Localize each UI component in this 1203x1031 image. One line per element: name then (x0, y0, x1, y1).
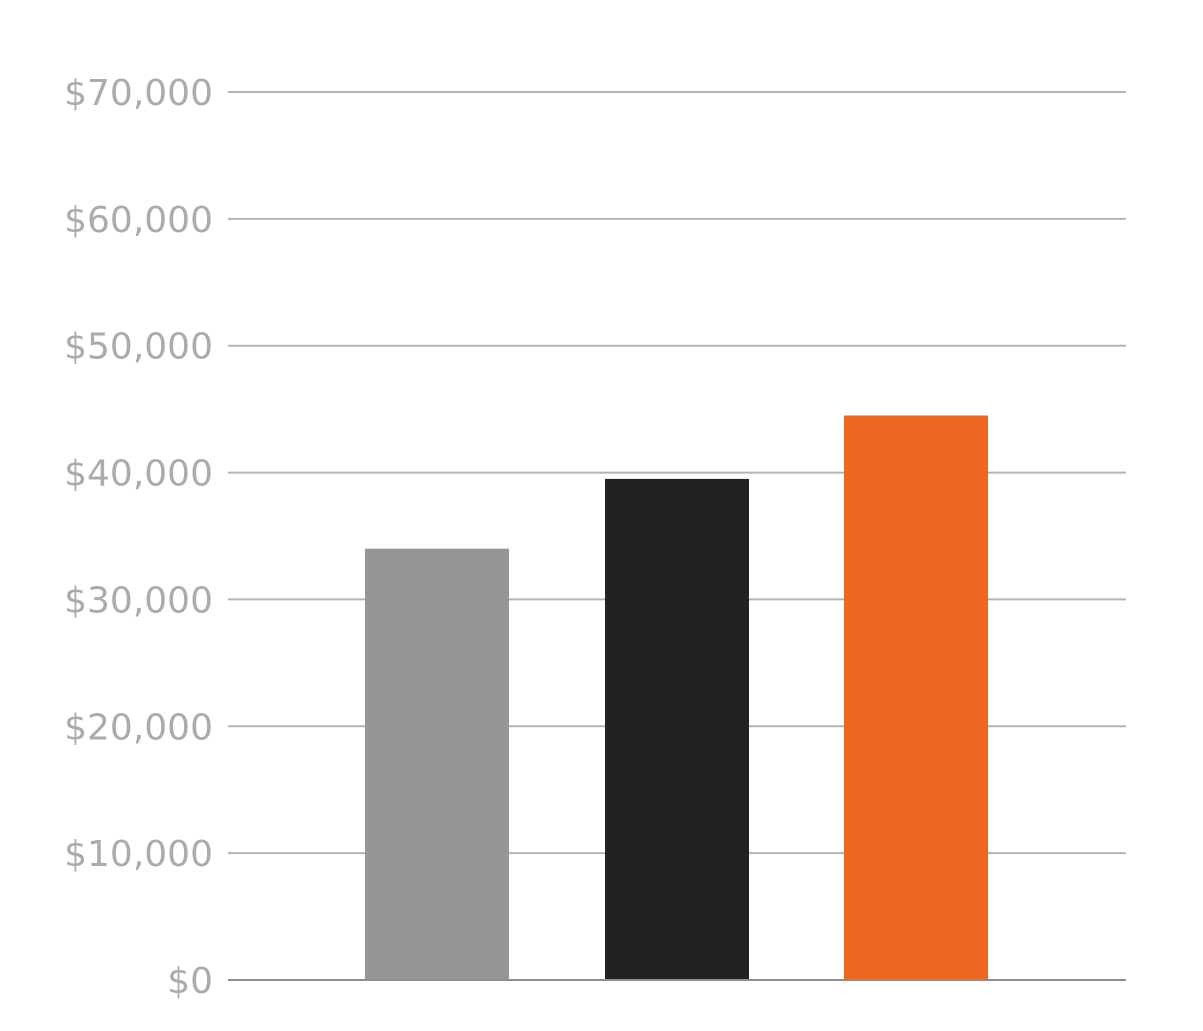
y-axis-tick-labels: $0 $10,000 $20,000 $30,000 $40,000 $50,000 $60… (64, 73, 213, 1002)
bar-2 (605, 478, 749, 980)
bar-1 (365, 548, 509, 980)
y-tick-label: $0 (167, 961, 213, 1002)
y-tick-label: $60,000 (64, 200, 213, 241)
y-tick-label: $40,000 (64, 454, 213, 495)
y-tick-label: $70,000 (64, 73, 213, 114)
bar-3 (844, 415, 988, 980)
bars (365, 415, 988, 980)
y-tick-label: $10,000 (64, 834, 213, 875)
y-tick-label: $20,000 (64, 707, 213, 748)
y-tick-label: $30,000 (64, 580, 213, 621)
y-tick-label: $50,000 (64, 327, 213, 368)
